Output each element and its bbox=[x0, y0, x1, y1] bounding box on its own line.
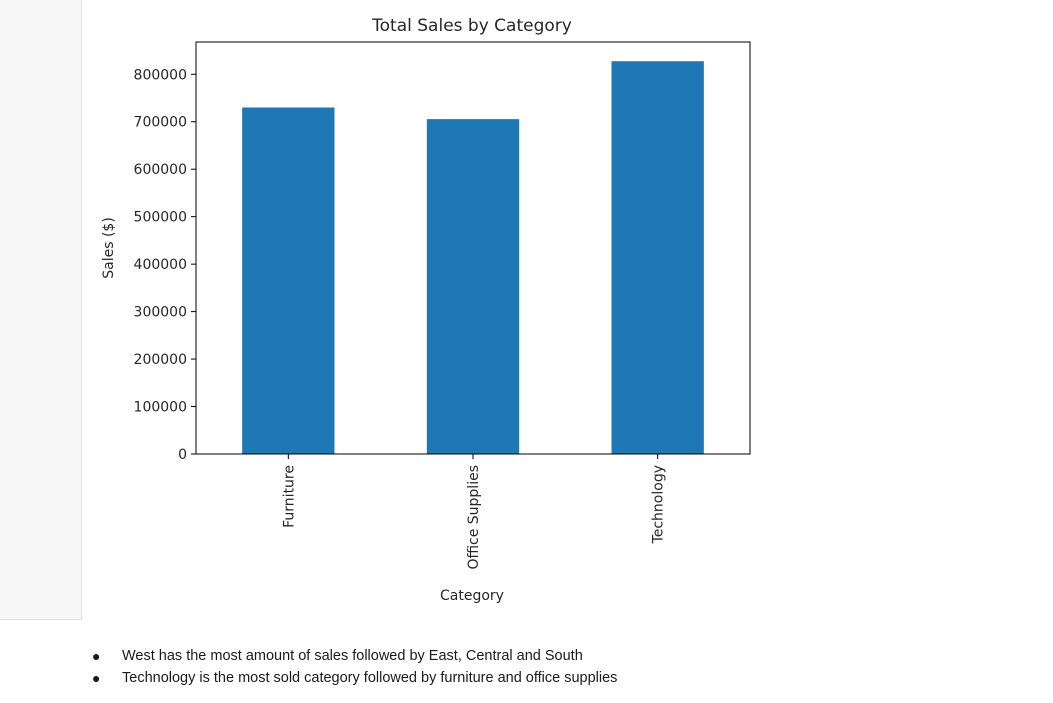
y-tick-label: 600000 bbox=[134, 162, 187, 178]
bullet-icon: ● bbox=[92, 670, 101, 686]
cell-prompt-gutter bbox=[0, 0, 82, 620]
y-tick-label: 400000 bbox=[134, 257, 187, 273]
x-axis-label: Category bbox=[440, 588, 504, 604]
chart-title: Total Sales by Category bbox=[371, 16, 572, 36]
x-tick-label: Office Supplies bbox=[466, 465, 482, 570]
bar-office-supplies bbox=[426, 119, 520, 454]
y-tick-label: 100000 bbox=[134, 400, 187, 416]
y-axis-label: Sales ($) bbox=[101, 217, 117, 279]
y-tick-label: 200000 bbox=[134, 352, 187, 368]
y-tick-label: 800000 bbox=[134, 67, 187, 83]
list-item-text: West has the most amount of sales follow… bbox=[122, 648, 583, 664]
bullet-icon: ● bbox=[92, 648, 101, 664]
y-tick-label: 0 bbox=[178, 447, 187, 463]
list-item: ● Technology is the most sold category f… bbox=[90, 667, 617, 689]
notes-list: ● West has the most amount of sales foll… bbox=[90, 645, 617, 689]
y-tick-label: 700000 bbox=[134, 115, 187, 131]
list-item-text: Technology is the most sold category fol… bbox=[122, 670, 618, 686]
list-item: ● West has the most amount of sales foll… bbox=[90, 645, 617, 667]
bar-furniture bbox=[242, 107, 335, 454]
x-tick-label: Technology bbox=[651, 465, 667, 544]
x-tick-label: Furniture bbox=[281, 465, 297, 528]
y-tick-label: 300000 bbox=[134, 305, 187, 321]
bar-chart: Total Sales by Category Sales ($) Catego… bbox=[101, 16, 751, 604]
plot-area: 0 100000 200000 300000 400000 500000 600000 700… bbox=[134, 41, 751, 570]
cell-output-area: Total Sales by Category Sales ($) Catego… bbox=[83, 0, 1053, 620]
y-tick-label: 500000 bbox=[134, 210, 187, 226]
bar-technology bbox=[611, 61, 704, 454]
